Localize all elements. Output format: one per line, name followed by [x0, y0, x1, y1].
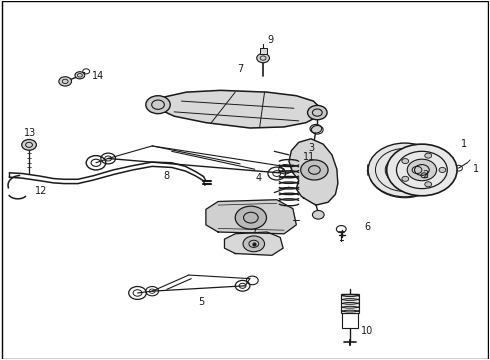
Polygon shape [153, 90, 321, 128]
Circle shape [22, 139, 36, 150]
Bar [260, 48, 267, 54]
Circle shape [402, 176, 409, 181]
Circle shape [235, 206, 267, 229]
Circle shape [402, 159, 409, 163]
Circle shape [425, 182, 432, 187]
Text: 1: 1 [461, 139, 467, 149]
Circle shape [439, 167, 446, 172]
Circle shape [146, 96, 170, 114]
Bar [341, 294, 359, 314]
Circle shape [412, 166, 422, 174]
Circle shape [313, 211, 324, 219]
Text: 13: 13 [24, 129, 36, 138]
Text: 14: 14 [92, 71, 104, 81]
Circle shape [425, 153, 432, 158]
Text: 9: 9 [268, 35, 274, 45]
Text: 6: 6 [364, 222, 370, 231]
Bar [342, 314, 358, 328]
Circle shape [75, 72, 85, 79]
Text: 2: 2 [423, 170, 429, 180]
Text: 7: 7 [237, 64, 243, 74]
Circle shape [59, 77, 72, 86]
Circle shape [301, 160, 328, 180]
Text: 1: 1 [472, 164, 479, 174]
Circle shape [387, 144, 457, 196]
Circle shape [310, 125, 322, 133]
Text: 11: 11 [303, 152, 316, 162]
Text: 3: 3 [308, 143, 314, 153]
Circle shape [421, 173, 428, 178]
Text: 12: 12 [35, 186, 48, 196]
Circle shape [243, 236, 265, 252]
Circle shape [407, 159, 437, 181]
Circle shape [257, 53, 270, 63]
Text: 10: 10 [361, 325, 373, 336]
Circle shape [368, 143, 441, 197]
Text: 4: 4 [256, 173, 262, 183]
Polygon shape [289, 139, 338, 205]
Text: 5: 5 [198, 297, 204, 307]
Circle shape [308, 105, 327, 120]
Text: 8: 8 [164, 171, 170, 181]
Polygon shape [206, 200, 296, 234]
Polygon shape [224, 232, 283, 255]
Circle shape [385, 156, 424, 184]
